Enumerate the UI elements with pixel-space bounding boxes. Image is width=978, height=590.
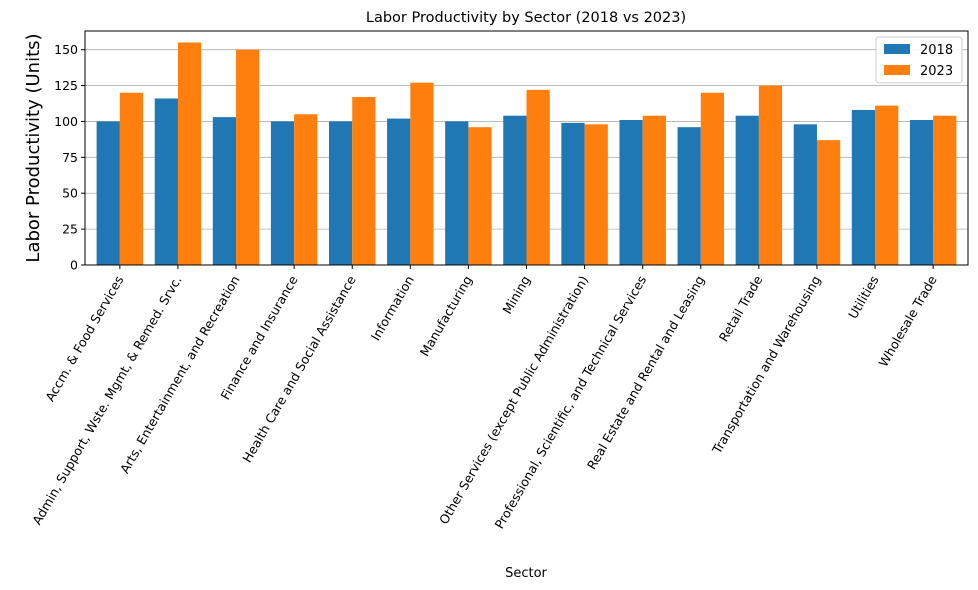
y-tick-label: 0 [70,258,78,273]
x-tick-label: Utilities [845,273,882,321]
bar-2023-13 [875,105,899,266]
legend-swatch-2023 [884,65,910,75]
y-tick-label: 100 [54,114,78,129]
y-tick-label: 75 [62,150,78,165]
x-tick-label: Wholesale Trade [875,273,939,370]
bar-2018-11 [735,115,759,265]
y-axis: 0 25 50 75 100 125 150 [54,42,85,273]
bar-2018-3 [270,121,295,266]
bar-2023-3 [294,114,318,266]
bar-2023-14 [933,115,957,265]
bar-2018-4 [328,121,353,266]
legend: 2018 2023 [875,36,963,84]
chart-title: Labor Productivity by Sector (2018 vs 20… [366,10,686,26]
y-tick-label: 125 [54,78,78,93]
y-tick-label: 150 [54,42,78,57]
bar-2018-5 [387,118,411,265]
legend-label-2023: 2023 [920,64,953,79]
bar-2018-10 [677,127,701,265]
bar-2018-0 [96,121,120,266]
bar-2018-7 [503,115,527,265]
legend-swatch-2018 [884,44,910,54]
x-tick-label: Mining [499,273,533,316]
bar-2018-12 [793,124,817,265]
bar-2023-11 [758,85,783,265]
bar-2023-2 [236,49,260,266]
x-tick-label: Transportation and Warehousing [709,273,824,457]
bar-2023-10 [700,92,725,265]
bar-2023-12 [816,140,841,265]
bar-2023-8 [584,124,608,265]
bar-2018-13 [851,109,876,265]
bar-2018-8 [561,122,585,265]
bar-2023-5 [410,82,434,265]
x-tick-label: Real Estate and Rental and Leasing [584,273,708,472]
x-axis-label: Sector [505,566,547,581]
bar-2018-1 [154,98,178,266]
bar-2018-14 [909,120,934,265]
bar-2023-7 [526,89,550,266]
y-tick-label: 25 [62,222,78,237]
x-tick-label: Manufacturing [417,273,475,359]
y-tick-label: 50 [62,186,78,201]
bar-2023-1 [177,42,202,265]
x-tick-label: Arts, Entertainment, and Recreation [117,273,243,476]
y-axis-label: Labor Productivity (Units) [23,33,44,262]
x-tick-label: Health Care and Social Assistance [239,273,359,465]
bar-2023-0 [119,92,144,265]
x-tick-label: Information [368,273,417,343]
bars [96,42,957,266]
bar-2018-6 [445,121,469,266]
bar-2023-4 [352,97,376,266]
bar-2023-9 [642,115,666,265]
bar-2018-2 [212,117,237,265]
bar-2018-9 [619,120,643,265]
x-tick-label: Retail Trade [716,273,766,344]
legend-label-2018: 2018 [920,43,953,58]
bar-2023-6 [468,127,492,265]
